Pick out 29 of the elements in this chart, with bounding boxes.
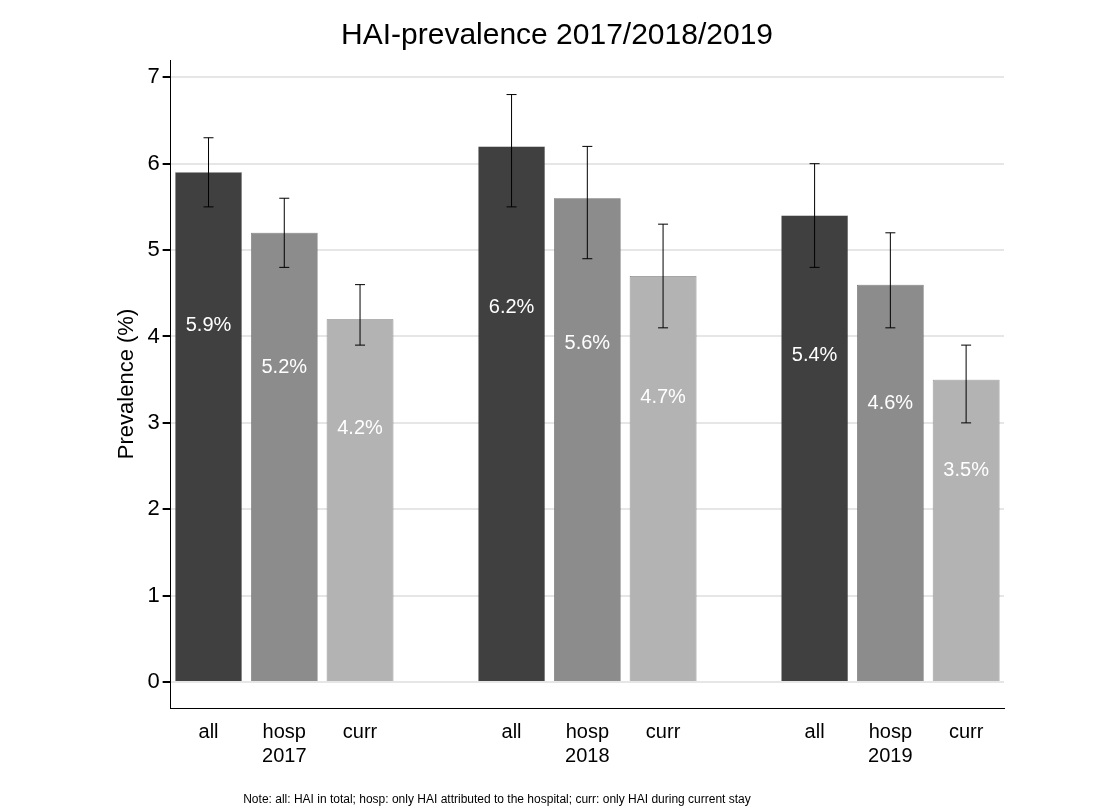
x-tick-label: hosp 2019 [868, 719, 913, 766]
y-axis-title: Prevalence (%) [113, 308, 139, 460]
x-tick-label: all [804, 719, 825, 742]
y-tick-label: 3 [147, 408, 160, 434]
data-label: 5.4% [791, 343, 838, 365]
data-label: 5.2% [261, 355, 308, 378]
y-tick-label: 0 [147, 668, 160, 694]
data-label: 3.5% [943, 457, 990, 480]
data-label: 4.6% [867, 391, 914, 414]
x-tick-label: curr [342, 719, 378, 742]
x-tick-label: curr [948, 719, 984, 742]
data-label: 5.6% [564, 330, 611, 353]
y-tick-label: 2 [147, 495, 160, 521]
data-label: 5.9% [185, 312, 232, 335]
x-tick-label: hosp 2017 [262, 719, 307, 766]
data-label: 4.2% [337, 415, 384, 438]
y-tick-label: 7 [147, 63, 160, 89]
x-tick-label: all [501, 719, 522, 742]
x-tick-label: all [198, 719, 219, 742]
text: Note: all: HAI in total; hosp: only HAI attributed to the hospital; curr: only HAI during current stay [243, 792, 751, 807]
y-tick-label: 6 [147, 149, 160, 175]
y-tick-label: 5 [147, 236, 160, 262]
y-tick-label: 4 [147, 322, 160, 348]
x-tick-label: curr [645, 719, 681, 742]
data-label: 6.2% [488, 294, 535, 317]
chart-title: HAI-prevalence 2017/2018/2019 [341, 17, 773, 51]
y-tick-label: 1 [147, 581, 160, 607]
data-label: 4.7% [640, 385, 687, 408]
x-tick-label: hosp 2018 [565, 719, 610, 766]
